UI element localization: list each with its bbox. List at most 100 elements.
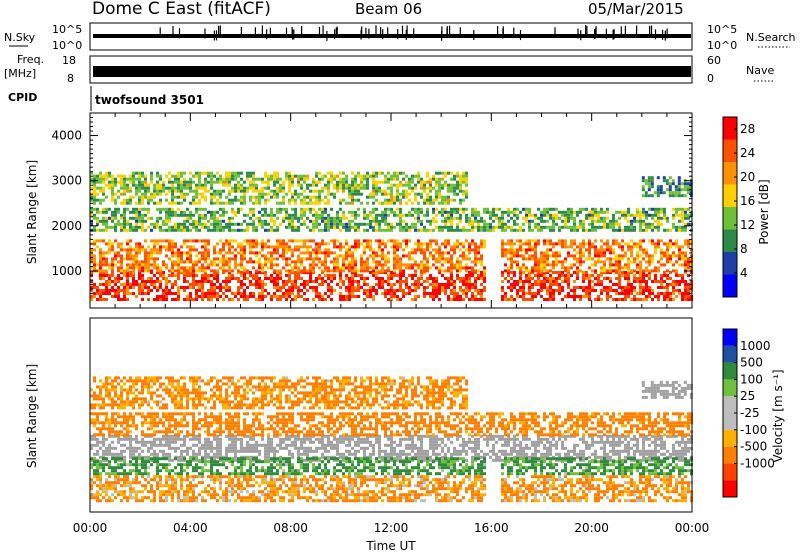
heatmap-cell	[126, 229, 129, 232]
heatmap-cell	[273, 193, 276, 196]
heatmap-cell	[477, 269, 480, 272]
heatmap-cell	[414, 196, 417, 199]
heatmap-cell	[99, 229, 102, 232]
heatmap-cell	[381, 217, 384, 220]
heatmap-cell	[429, 295, 432, 298]
heatmap-cell	[627, 280, 630, 283]
heatmap-cell	[447, 280, 450, 283]
heatmap-cell	[630, 283, 633, 286]
heatmap-cell	[381, 248, 384, 251]
heatmap-cell	[192, 226, 195, 229]
heatmap-cell	[615, 223, 618, 226]
heatmap-cell	[222, 292, 225, 295]
heatmap-cell	[345, 202, 348, 205]
heatmap-cell	[459, 289, 462, 292]
heatmap-cell	[201, 280, 204, 283]
heatmap-cell	[183, 269, 186, 272]
heatmap-cell	[627, 283, 630, 286]
heatmap-cell	[237, 242, 240, 245]
heatmap-cell	[591, 274, 594, 277]
heatmap-cell	[129, 211, 132, 214]
heatmap-cell	[345, 295, 348, 298]
heatmap-cell	[426, 248, 429, 251]
heatmap-cell	[114, 199, 117, 202]
heatmap-cell	[672, 289, 675, 292]
heatmap-cell	[552, 277, 555, 280]
heatmap-cell	[99, 269, 102, 272]
heatmap-cell	[111, 481, 114, 484]
heatmap-cell	[678, 191, 681, 194]
heatmap-cell	[273, 251, 276, 254]
heatmap-cell	[447, 172, 450, 175]
heatmap-cell	[180, 257, 183, 260]
heatmap-cell	[447, 217, 450, 220]
heatmap-cell	[648, 257, 651, 260]
heatmap-cell	[294, 280, 297, 283]
heatmap-cell	[522, 298, 525, 301]
heatmap-cell	[555, 242, 558, 245]
heatmap-cell	[537, 283, 540, 286]
heatmap-cell	[246, 223, 249, 226]
heatmap-cell	[384, 220, 387, 223]
heatmap-cell	[510, 217, 513, 220]
heatmap-cell	[372, 286, 375, 289]
heatmap-cell	[435, 239, 438, 242]
heatmap-cell	[111, 190, 114, 193]
heatmap-cell	[549, 295, 552, 298]
heatmap-cell	[651, 217, 654, 220]
heatmap-cell	[390, 277, 393, 280]
heatmap-cell	[255, 254, 258, 257]
heatmap-cell	[210, 178, 213, 181]
heatmap-cell	[147, 184, 150, 187]
heatmap-cell	[318, 257, 321, 260]
heatmap-cell	[165, 263, 168, 266]
heatmap-cell	[249, 208, 252, 211]
heatmap-cell	[102, 292, 105, 295]
heatmap-cell	[444, 269, 447, 272]
heatmap-cell	[567, 251, 570, 254]
heatmap-cell	[183, 223, 186, 226]
heatmap-cell	[471, 220, 474, 223]
heatmap-cell	[393, 274, 396, 277]
heatmap-cell	[138, 242, 141, 245]
heatmap-cell	[468, 229, 471, 232]
heatmap-cell	[666, 242, 669, 245]
heatmap-cell	[183, 277, 186, 280]
heatmap-cell	[279, 187, 282, 190]
heatmap-cell	[588, 298, 591, 301]
heatmap-cell	[144, 229, 147, 232]
heatmap-cell	[456, 298, 459, 301]
heatmap-cell	[351, 226, 354, 229]
heatmap-cell	[585, 217, 588, 220]
heatmap-cell	[405, 214, 408, 217]
heatmap-cell	[138, 248, 141, 251]
heatmap-cell	[222, 254, 225, 257]
heatmap-cell	[126, 286, 129, 289]
heatmap-cell	[372, 289, 375, 292]
heatmap-cell	[357, 274, 360, 277]
heatmap-cell	[111, 484, 114, 487]
heatmap-cell	[135, 190, 138, 193]
heatmap-cell	[300, 184, 303, 187]
heatmap-cell	[423, 181, 426, 184]
heatmap-cell	[195, 248, 198, 251]
heatmap-cell	[684, 263, 687, 266]
heatmap-cell	[375, 271, 378, 274]
heatmap-cell	[102, 487, 105, 490]
heatmap-cell	[225, 175, 228, 178]
heatmap-cell	[600, 245, 603, 248]
heatmap-cell	[594, 211, 597, 214]
heatmap-cell	[471, 274, 474, 277]
heatmap-cell	[642, 185, 645, 188]
heatmap-cell	[504, 298, 507, 301]
heatmap-cell	[483, 211, 486, 214]
heatmap-cell	[147, 254, 150, 257]
heatmap-cell	[99, 481, 102, 484]
heatmap-cell	[543, 298, 546, 301]
heatmap-cell	[681, 229, 684, 232]
heatmap-cell	[309, 254, 312, 257]
heatmap-cell	[363, 277, 366, 280]
heatmap-cell	[156, 266, 159, 269]
heatmap-cell	[414, 289, 417, 292]
heatmap-cell	[300, 193, 303, 196]
